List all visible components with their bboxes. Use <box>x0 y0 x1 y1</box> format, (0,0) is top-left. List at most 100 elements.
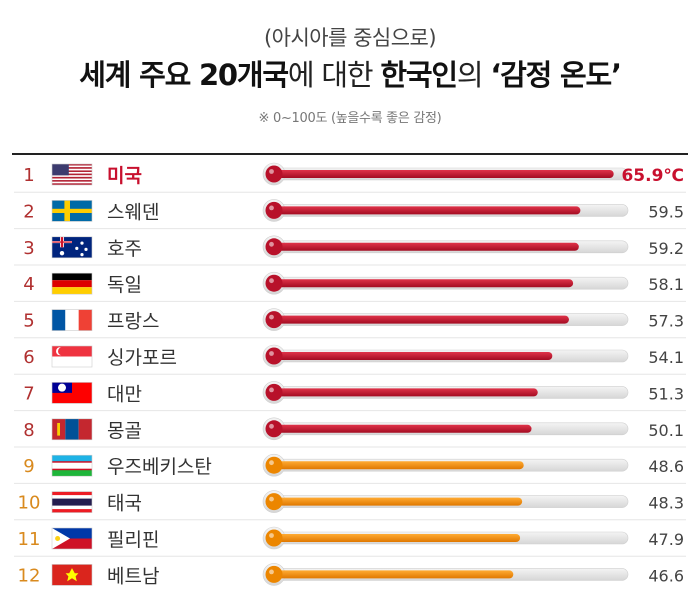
flag-part <box>58 383 66 392</box>
bar <box>272 570 514 579</box>
rank-label: 2 <box>23 201 34 222</box>
flag-part <box>78 418 92 440</box>
flag-part <box>80 241 84 245</box>
flag-part <box>75 246 79 250</box>
flag-part <box>52 469 92 477</box>
category-label: 우즈베키스탄 <box>107 456 212 478</box>
bulb <box>265 311 283 329</box>
flag-border <box>51 418 93 441</box>
value-label: 58.1 <box>648 275 684 294</box>
bulb <box>265 493 283 511</box>
bar <box>272 424 532 433</box>
flag-part <box>65 568 79 582</box>
value-label: 48.6 <box>648 457 684 476</box>
rank-label: 6 <box>23 347 34 368</box>
bar <box>272 352 553 360</box>
flag-part <box>58 347 66 356</box>
flag-part <box>52 178 92 181</box>
flag-border <box>51 272 93 295</box>
vietnam-flag <box>51 564 93 586</box>
flag-part <box>60 236 64 248</box>
flag-part <box>52 181 92 184</box>
mongolia-flag <box>51 418 93 441</box>
value-label: 48.3 <box>648 494 684 513</box>
bulb-highlight <box>269 423 274 429</box>
flag-part <box>52 462 92 470</box>
thailand-flag <box>51 491 93 513</box>
value-label: 51.3 <box>648 384 684 403</box>
flag-border <box>51 454 93 477</box>
bulb <box>265 565 283 583</box>
flag-part <box>52 208 92 213</box>
bulb <box>265 201 283 219</box>
flag-border <box>51 382 93 404</box>
sweden-flag <box>51 200 93 222</box>
rank-label: 4 <box>23 274 34 295</box>
bulb <box>265 274 283 292</box>
flag-part <box>52 168 92 171</box>
rank-label: 1 <box>23 165 34 186</box>
bulb-highlight <box>269 278 274 284</box>
flag-part <box>59 250 65 256</box>
flag-border <box>51 236 93 259</box>
singapore-flag <box>51 345 93 368</box>
taiwan-flag <box>51 382 93 404</box>
bulb <box>265 347 283 365</box>
category-label: 태국 <box>107 493 142 515</box>
value-label: 59.5 <box>648 202 684 221</box>
title-part: 한국인 <box>380 58 458 92</box>
bulb <box>265 383 283 401</box>
flag-part <box>52 455 92 463</box>
france-flag <box>51 309 93 331</box>
rank-label: 9 <box>23 456 34 477</box>
flag-part <box>52 273 92 281</box>
flag-part <box>52 173 92 176</box>
flag-part <box>52 468 92 471</box>
flag-part <box>52 498 92 506</box>
category-label: 프랑스 <box>107 311 159 333</box>
title-part: ‘감정 온도’ <box>490 58 622 92</box>
flag-part <box>52 164 92 166</box>
category-label: 미국 <box>107 165 142 187</box>
bar <box>272 206 581 215</box>
flag-border <box>51 564 93 586</box>
bar <box>272 497 523 506</box>
title-part: 에 대한 <box>287 58 381 92</box>
flag-part <box>52 309 66 331</box>
flag-part <box>55 536 61 541</box>
category-label: 호주 <box>107 238 142 260</box>
flag-part <box>84 247 88 251</box>
value-label: 59.2 <box>648 239 684 258</box>
bar <box>272 534 521 542</box>
bulb <box>265 238 283 256</box>
bulb <box>265 456 283 474</box>
flag-part <box>52 167 92 169</box>
flag-border <box>51 527 93 550</box>
flag-part <box>52 165 92 168</box>
flag-part <box>52 172 92 174</box>
category-label: 베트남 <box>107 565 159 587</box>
uzbekistan-flag <box>51 454 93 477</box>
title-part: 세계 주요 20개국 <box>79 58 289 92</box>
bulb-highlight <box>269 533 274 538</box>
flag-part <box>52 175 92 177</box>
flag-border <box>51 491 93 513</box>
flag-part <box>52 287 92 295</box>
australia-flag <box>51 236 93 259</box>
flag-border <box>51 309 93 331</box>
bulb-highlight <box>269 314 274 320</box>
category-label: 대만 <box>107 383 142 405</box>
flag-part <box>52 528 70 549</box>
chart-subtitle: (아시아를 중심으로) <box>263 26 437 50</box>
flag-part <box>52 528 92 539</box>
flag-part <box>52 170 92 173</box>
germany-flag <box>51 272 93 295</box>
flag-part <box>52 176 92 179</box>
flag-part <box>65 309 79 331</box>
bulb <box>265 420 283 438</box>
rank-label: 5 <box>23 311 34 332</box>
value-label: 50.1 <box>648 421 684 440</box>
flag-part <box>52 538 92 549</box>
value-label: 65.9℃ <box>621 166 684 186</box>
